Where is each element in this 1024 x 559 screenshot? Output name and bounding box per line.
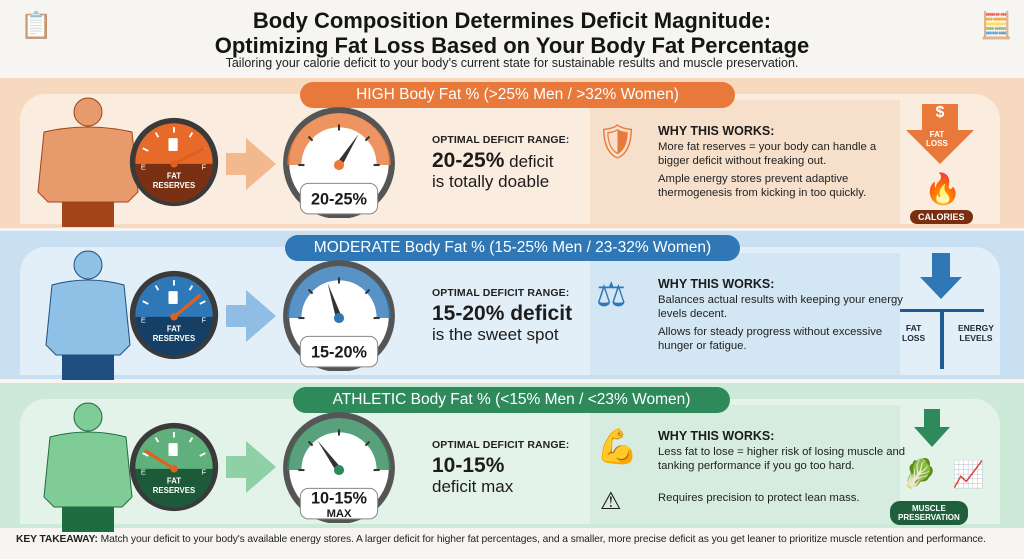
deficit-range-suffix: deficit [504,152,554,171]
balance-scale-icon: ⚖ [596,276,627,314]
shield-check-icon: 🛡 [596,123,640,161]
svg-text:RESERVES: RESERVES [153,181,195,190]
muscle-preservation-badge: MUSCLE PRESERVATION [890,501,968,525]
why-panel [590,253,900,375]
section-title-pill: HIGH Body Fat % (>25% Men / >32% Women) [300,82,735,108]
key-takeaway: KEY TAKEAWAY: Match your deficit to your… [16,534,1006,546]
svg-text:F: F [202,315,207,324]
optimal-range-label: OPTIMAL DEFICIT RANGE: [432,287,570,299]
deficit-range-note: deficit max [432,477,514,496]
flame-icon: 🔥 [924,173,962,206]
svg-text:15-20%: 15-20% [311,344,368,362]
why-this-works-label: WHY THIS WORKS: [658,277,775,291]
section-title-pill: MODERATE Body Fat % (15-25% Men / 23-32%… [285,235,740,261]
why-reason-1: More fat reserves = your body can handle… [658,141,877,167]
svg-text:10-15%: 10-15% [311,490,368,508]
deficit-range-value: 10-15% [432,454,505,477]
page-subtitle: Tailoring your calorie deficit to your b… [225,56,799,70]
deficit-gauge: 10-15% MAX [283,412,395,523]
fat-loss-label: FAT LOSS [902,323,926,343]
svg-text:FAT: FAT [167,325,181,334]
moderate-body-fat-section: MODERATE Body Fat % (15-25% Men / 23-32%… [0,231,1024,380]
body-figure-icon [45,250,131,380]
dollar-icon: $ [922,104,958,130]
fuel-pump-icon [168,138,178,151]
why-reason-2: Ample energy stores prevent adaptive the… [658,173,867,199]
clipboard-apple-dumbbell-decor-icon: 📋 [20,10,53,40]
svg-text:F: F [202,467,207,476]
deficit-range-value: 15-20% deficit [432,302,573,325]
svg-text:RESERVES: RESERVES [153,486,195,495]
why-reason-1: Balances actual results with keeping you… [658,294,903,320]
deficit-range-value: 20-25% [432,149,505,172]
fuel-pump-icon [168,291,178,304]
fuel-gauge-fat-reserves: E F FAT RESERVES [129,117,219,207]
svg-text:F: F [202,162,207,171]
down-arrow-icon [932,253,950,277]
why-panel [590,405,900,524]
transition-arrow [226,153,248,175]
why-panel [590,100,900,224]
outcome-graphic: $ FAT LOSS 🔥 CALORIES [900,100,1000,224]
takeaway-text: Match your deficit to your body's availa… [97,534,986,545]
transition-arrow [226,455,248,478]
why-reason-1: Less fat to lose = higher risk of losing… [658,446,906,472]
fat-loss-arrow-icon [906,130,974,164]
down-arrow-head [920,277,962,299]
growth-chart-icon: 📈 [952,459,985,489]
svg-text:E: E [141,315,146,324]
energy-levels-label: ENERGY LEVELS [958,323,994,343]
down-arrow-head [914,427,950,447]
flexed-arm-icon: 💪 [596,428,639,466]
deficit-gauge: 20-25% [283,107,395,218]
fuel-gauge-fat-reserves: E F FAT RESERVES [129,422,219,512]
fuel-pump-icon [168,443,178,456]
takeaway-label: KEY TAKEAWAY: [16,534,98,545]
outcome-graphic: FAT LOSS ENERGY LEVELS [900,253,1000,375]
deficit-range-note: is the sweet spot [432,325,559,344]
calculator-decor-icon: 🧮 [980,10,1013,40]
svg-text:FAT: FAT [167,477,181,486]
deficit-range-note: is totally doable [432,172,550,191]
transition-arrow [226,305,248,327]
body-figure-icon [43,402,133,532]
svg-text:FAT: FAT [167,172,181,181]
outcome-graphic: 🥬 📈 MUSCLE PRESERVATION [890,405,1000,525]
body-figure-icon [37,97,139,227]
fuel-gauge-fat-reserves: E F FAT RESERVES [129,270,219,360]
muscle-fiber-icon: 🥬 [902,458,937,489]
high-body-fat-section: HIGH Body Fat % (>25% Men / >32% Women) … [0,78,1024,228]
calories-badge: CALORIES [910,210,973,224]
svg-text:E: E [141,467,146,476]
deficit-range-text: 15-20% deficit is the sweet spot [432,302,573,345]
deficit-range-text: 20-25% deficit is totally doable [432,149,554,192]
optimal-range-label: OPTIMAL DEFICIT RANGE: [432,134,570,146]
warning-icon: ⚠ [600,488,622,515]
down-arrow-icon [924,409,940,427]
athletic-body-fat-section: ATHLETIC Body Fat % (<15% Men / <23% Wom… [0,383,1024,532]
transition-arrow-head [246,440,276,493]
page-title-line1: Body Composition Determines Deficit Magn… [252,8,772,33]
why-this-works-label: WHY THIS WORKS: [658,429,775,443]
svg-text:20-25%: 20-25% [311,191,368,209]
why-reason-2: Requires precision to protect lean mass. [658,492,860,504]
fat-loss-label: FAT LOSS [926,130,948,148]
svg-text:RESERVES: RESERVES [153,334,195,343]
why-this-works-label: WHY THIS WORKS: [658,124,775,138]
svg-text:MAX: MAX [327,508,352,520]
optimal-range-label: OPTIMAL DEFICIT RANGE: [432,439,570,451]
svg-text:E: E [141,162,146,171]
scale-post [940,309,944,369]
deficit-range-text: 10-15% deficit max [432,454,514,497]
page-title-line2: Optimizing Fat Loss Based on Your Body F… [214,33,810,58]
deficit-gauge: 15-20% [283,260,395,371]
section-title-pill: ATHLETIC Body Fat % (<15% Men / <23% Wom… [293,387,730,413]
transition-arrow-head [246,290,276,342]
transition-arrow-head [246,138,276,190]
why-reason-2: Allows for steady progress without exces… [658,326,883,352]
